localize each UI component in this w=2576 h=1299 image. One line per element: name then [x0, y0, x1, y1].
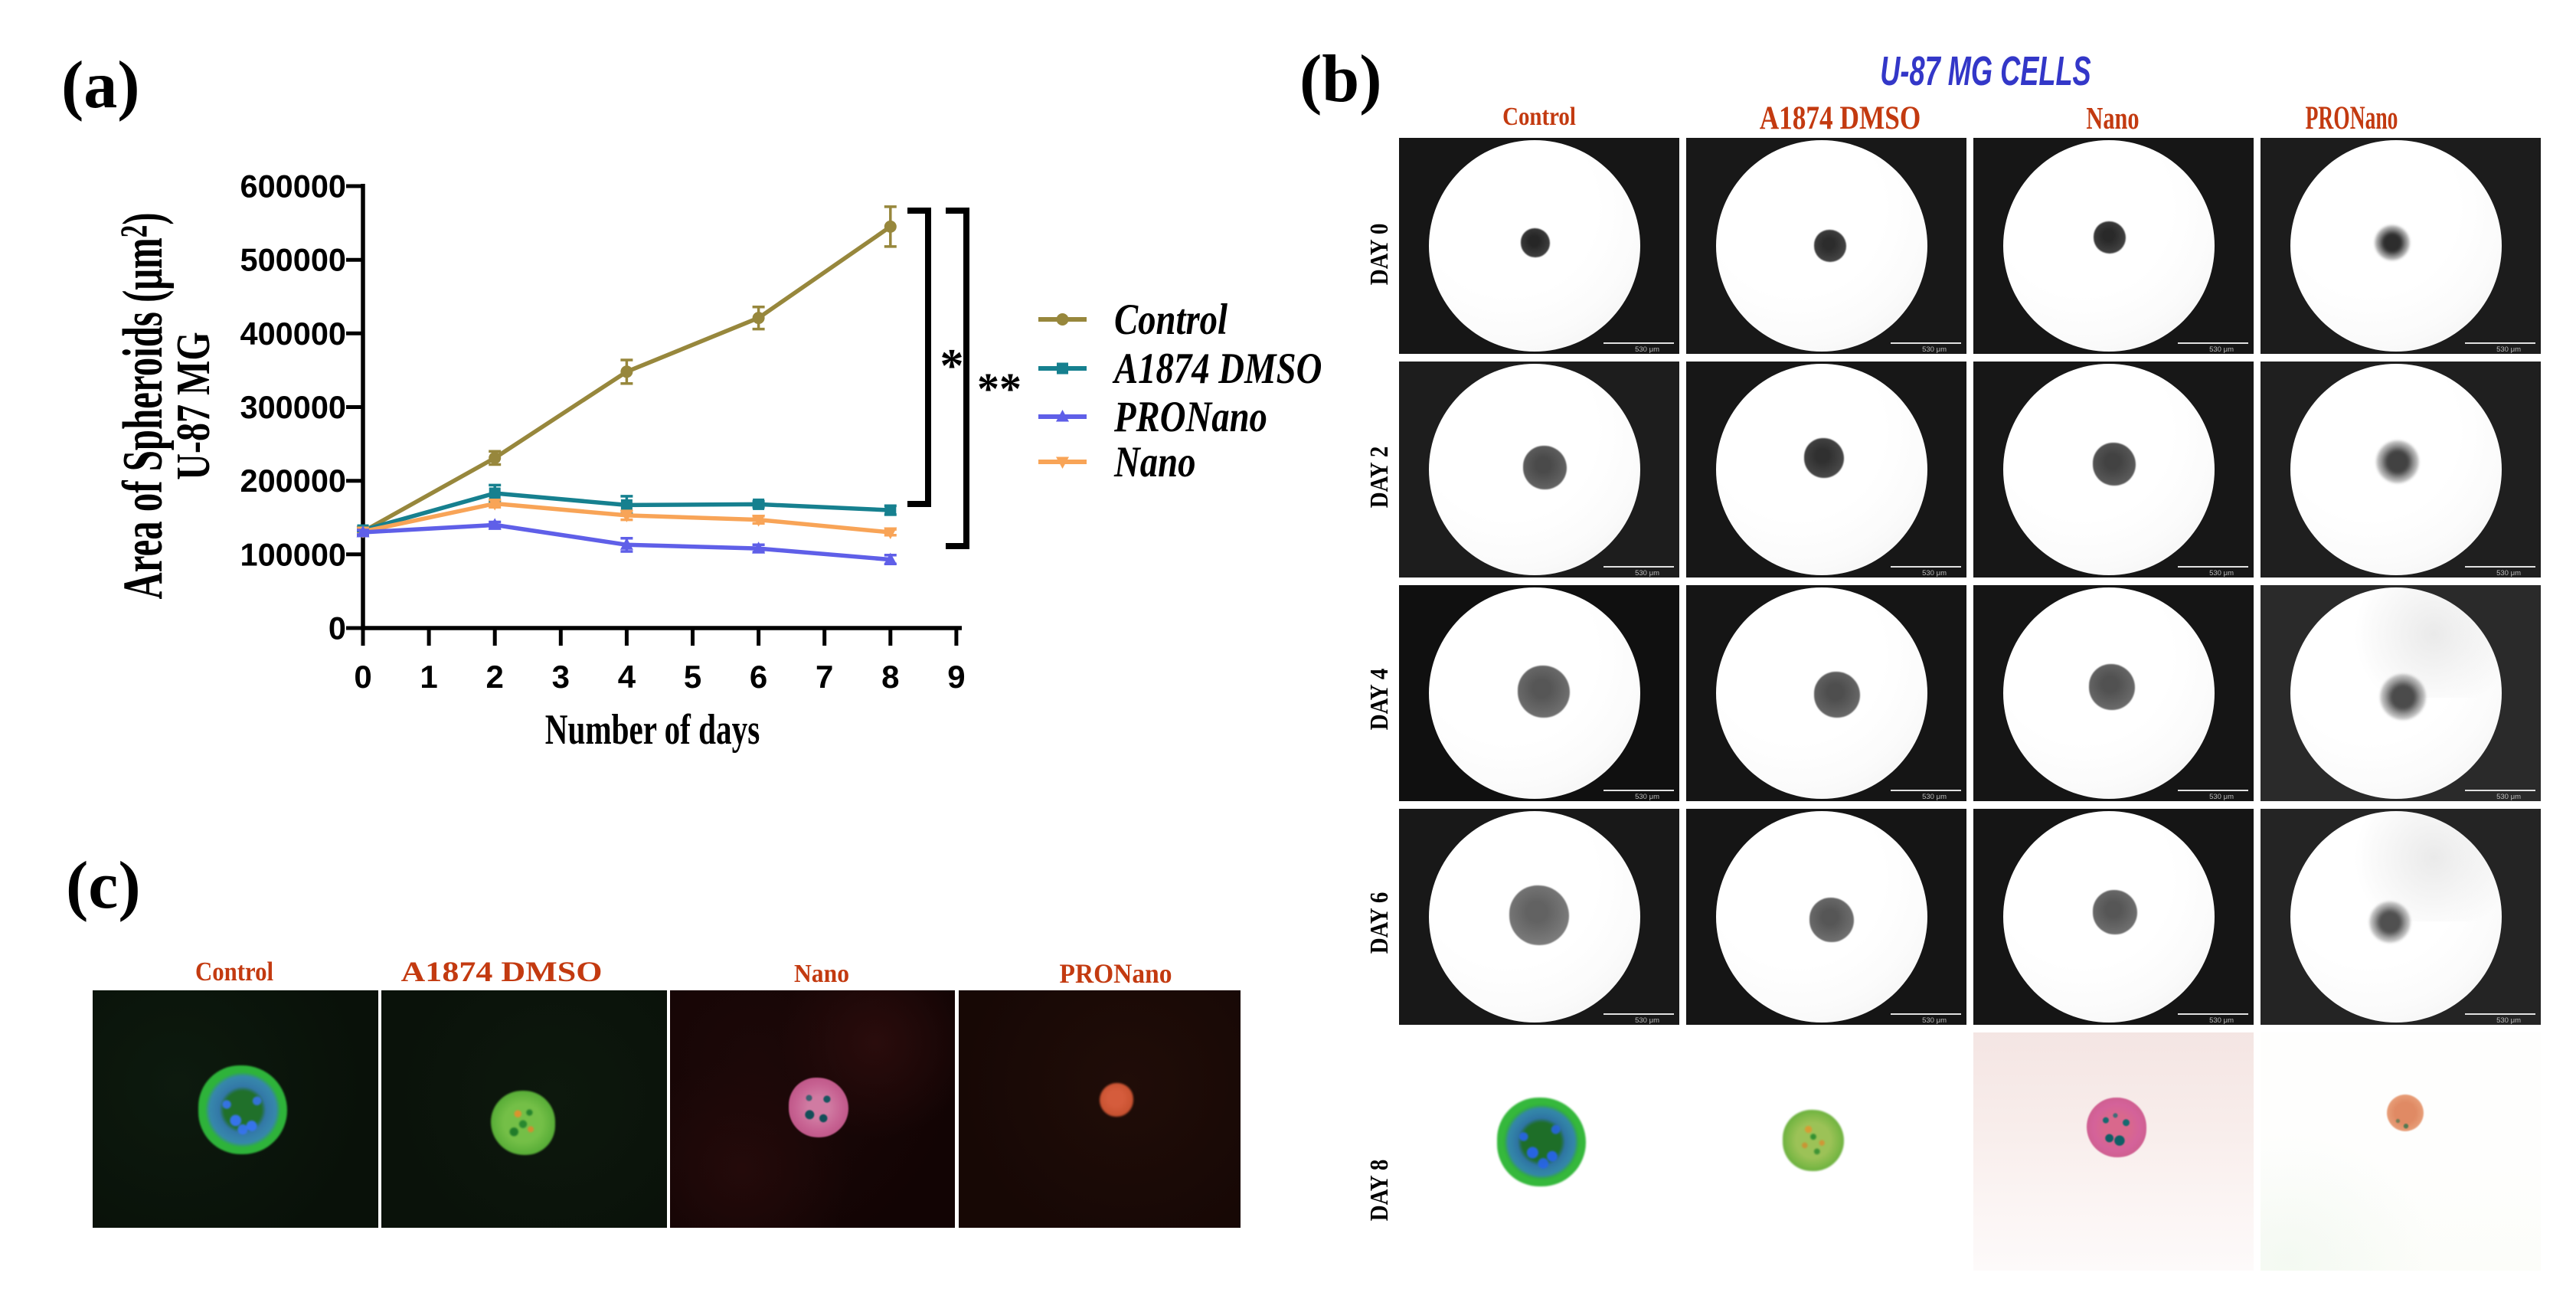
svg-text:A1874 DMSO: A1874 DMSO [1112, 345, 1322, 393]
svg-text:8: 8 [881, 659, 899, 695]
svg-text:100000: 100000 [240, 536, 346, 572]
svg-text:1: 1 [420, 659, 437, 695]
svg-text:*: * [940, 340, 964, 392]
svg-text:Nano: Nano [1113, 439, 1195, 486]
svg-text:500000: 500000 [240, 242, 346, 278]
svg-text:9: 9 [947, 659, 965, 695]
svg-text:PRONano: PRONano [1113, 394, 1267, 441]
svg-text:300000: 300000 [240, 389, 346, 425]
svg-text:**: ** [977, 364, 1022, 414]
svg-text:Number of days: Number of days [545, 705, 760, 754]
svg-text:5: 5 [684, 659, 701, 695]
svg-text:0: 0 [354, 659, 371, 695]
svg-text:4: 4 [618, 659, 636, 695]
svg-text:0: 0 [329, 610, 346, 646]
svg-text:600000: 600000 [240, 169, 346, 205]
svg-text:Control: Control [1114, 296, 1228, 344]
svg-text:U-87 MG: U-87 MG [167, 332, 219, 479]
svg-text:400000: 400000 [240, 316, 346, 352]
svg-text:200000: 200000 [240, 463, 346, 499]
svg-text:(a): (a) [61, 48, 140, 123]
svg-text:7: 7 [816, 659, 833, 695]
svg-text:6: 6 [750, 659, 767, 695]
svg-text:3: 3 [552, 659, 570, 695]
svg-text:Area of Spheroids (μm2): Area of Spheroids (μm2) [111, 213, 175, 600]
svg-text:2: 2 [486, 659, 504, 695]
